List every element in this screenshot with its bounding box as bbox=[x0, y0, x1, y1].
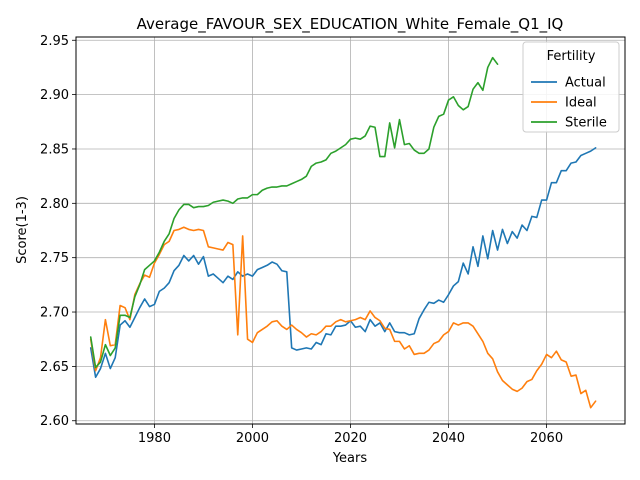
y-tick-label: 2.85 bbox=[40, 142, 69, 157]
y-tick-label: 2.60 bbox=[40, 414, 69, 429]
series-line-sterile bbox=[89, 56, 499, 369]
y-axis-label: Score(1-3) bbox=[15, 196, 30, 264]
y-tick-label: 2.75 bbox=[40, 251, 69, 266]
x-tick-label: 2020 bbox=[334, 431, 367, 446]
grid-lines bbox=[76, 37, 625, 424]
x-axis-label: Years bbox=[332, 451, 368, 466]
legend: Fertility Actual Ideal Sterile bbox=[522, 41, 620, 133]
x-tick-label: 2000 bbox=[236, 431, 269, 446]
chart-title: Average_FAVOUR_SEX_EDUCATION_White_Femal… bbox=[137, 15, 564, 34]
x-tick-label: 1980 bbox=[138, 431, 171, 446]
y-tick-label: 2.70 bbox=[40, 306, 69, 321]
x-tick-label: 2060 bbox=[530, 431, 563, 446]
series-line-ideal bbox=[89, 226, 597, 409]
legend-box bbox=[522, 41, 620, 133]
legend-label-sterile: Sterile bbox=[565, 116, 607, 131]
y-tick-label: 2.90 bbox=[40, 88, 69, 103]
y-tick-label: 2.95 bbox=[40, 34, 69, 49]
y-tick-label: 2.80 bbox=[40, 197, 69, 212]
legend-label-ideal: Ideal bbox=[565, 96, 597, 111]
series-line-actual bbox=[89, 147, 597, 379]
series-lines bbox=[89, 56, 597, 409]
x-tick-label: 2040 bbox=[432, 431, 465, 446]
y-tick-label: 2.65 bbox=[40, 360, 69, 375]
legend-title: Fertility bbox=[547, 49, 596, 64]
y-axis: 2.60 2.65 2.70 2.75 2.80 2.85 2.90 2.95 bbox=[40, 34, 76, 429]
x-axis: 1980 2000 2020 2040 2060 bbox=[138, 424, 563, 446]
legend-label-actual: Actual bbox=[565, 76, 606, 91]
